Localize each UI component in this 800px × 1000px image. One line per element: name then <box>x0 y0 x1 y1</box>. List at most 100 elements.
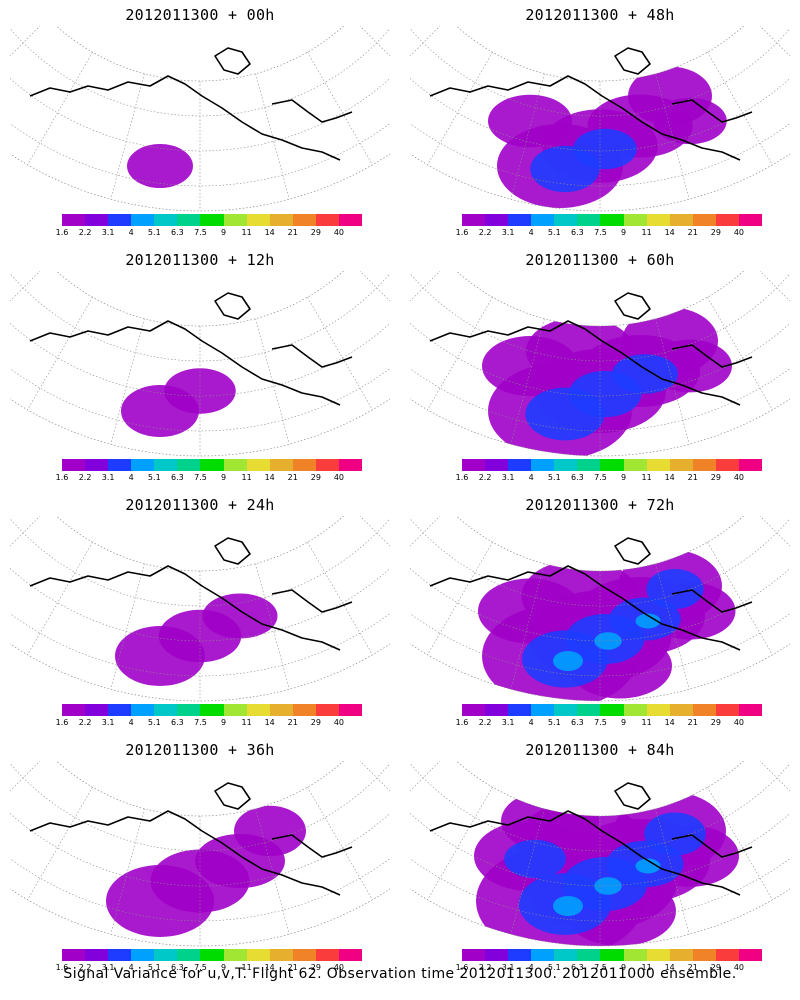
coastline-east <box>671 589 753 613</box>
colorbar-tick-label: 3.1 <box>501 228 515 237</box>
colorbar-segment <box>554 704 578 716</box>
longitude-line <box>27 52 93 165</box>
longitude-line <box>359 516 390 547</box>
variance-field <box>482 307 732 457</box>
longitude-line <box>307 297 373 410</box>
coastline-greenland <box>614 537 651 565</box>
colorbar-tick-label: 29 <box>710 473 721 482</box>
colorbar-segment <box>223 459 247 471</box>
colorbar-tick-label: 29 <box>310 718 321 727</box>
colorbar-segment <box>646 704 670 716</box>
variance-region <box>646 568 704 610</box>
colorbar-segment <box>223 949 247 961</box>
graticule <box>10 26 390 211</box>
coastline-east <box>671 834 753 858</box>
variance-region <box>635 858 661 874</box>
colorbar-segment <box>246 214 270 226</box>
colorbar-tick-label: 1.6 <box>455 963 469 972</box>
colorbar-tick-label: 14 <box>264 963 275 972</box>
colorbar-segment <box>177 949 201 961</box>
colorbar-segment <box>531 704 555 716</box>
latitude-line <box>410 78 790 152</box>
colorbar-segment <box>315 214 339 226</box>
colorbar-segment <box>554 949 578 961</box>
colorbar-tick-label: 1.6 <box>455 228 469 237</box>
colorbar-segment <box>177 459 201 471</box>
colorbar-tick-label: 6.3 <box>571 473 584 482</box>
colorbar-tick-label: 9 <box>620 718 627 727</box>
colorbar-segment <box>692 459 716 471</box>
variance-region <box>644 812 706 856</box>
colorbar-tick-label: 4 <box>528 473 534 482</box>
colorbar-tick-label: 2.2 <box>478 963 492 972</box>
colorbar-tick-label: 4 <box>528 228 534 237</box>
colorbar-segment <box>600 704 624 716</box>
colorbar-segment <box>669 949 693 961</box>
colorbar-segment <box>131 949 155 961</box>
longitude-line <box>410 271 441 302</box>
longitude-line <box>10 26 41 57</box>
coastline <box>29 292 353 406</box>
domain-boundary <box>10 516 390 702</box>
colorbar-segment <box>315 459 339 471</box>
colorbar-segment <box>485 214 509 226</box>
longitude-line <box>759 271 790 302</box>
colorbar-tick-label: 4 <box>128 963 134 972</box>
colorbar-tick-label: 5.1 <box>147 963 161 972</box>
colorbar-tick-label: 14 <box>664 718 675 727</box>
colorbar-segment <box>531 459 555 471</box>
coastline <box>429 47 753 161</box>
colorbar-tick-label: 21 <box>687 473 698 482</box>
colorbar-segment <box>600 459 624 471</box>
colorbar-segment <box>154 949 178 961</box>
longitude-line <box>359 271 390 302</box>
colorbar-segment <box>62 704 86 716</box>
colorbar-tick-label: 7.5 <box>594 963 607 972</box>
variance-field <box>115 593 278 686</box>
colorbar-tick-label: 3.1 <box>101 963 115 972</box>
colorbar-tick-label: 1.6 <box>55 718 69 727</box>
longitude-line <box>427 787 493 900</box>
colorbar-segment <box>692 949 716 961</box>
colorbar <box>62 214 363 226</box>
coastline-main <box>429 810 741 896</box>
colorbar-segment <box>269 214 293 226</box>
colorbar-tick-label: 4 <box>128 473 134 482</box>
colorbar-segment <box>315 704 339 716</box>
colorbar-tick-label: 5.1 <box>147 473 161 482</box>
colorbar-segment <box>85 459 109 471</box>
map-panel: 2012011300 + 36h 1.6 2.2 3.1 4 5.1 6.3 7.5 9 11 14… <box>10 735 390 975</box>
colorbar-tick-label: 3.1 <box>101 473 115 482</box>
coastline-greenland <box>214 782 251 810</box>
colorbar-segment <box>738 459 763 471</box>
colorbar-segment <box>669 704 693 716</box>
colorbar-tick-label: 40 <box>333 473 345 482</box>
colorbar-segment <box>646 949 670 961</box>
colorbar-tick-label: 5.1 <box>147 718 161 727</box>
map-plot <box>10 26 390 212</box>
latitude-line <box>410 323 790 397</box>
coastline-greenland <box>614 292 651 320</box>
colorbar-tick-label: 9 <box>620 228 627 237</box>
colorbar-tick-label: 5.1 <box>547 718 561 727</box>
variance-region <box>202 593 278 639</box>
panel-title: 2012011300 + 24h <box>125 496 275 514</box>
longitude-line <box>427 52 493 165</box>
variance-field <box>474 790 739 947</box>
colorbar-tick-label: 1.6 <box>55 473 69 482</box>
colorbar-segment <box>108 704 132 716</box>
domain-boundary <box>10 271 390 457</box>
colorbar-segment <box>485 949 509 961</box>
graticule <box>10 271 390 456</box>
colorbar-segment <box>292 949 316 961</box>
colorbar-tick-label: 14 <box>264 718 275 727</box>
colorbar-tick-label: 4 <box>528 718 534 727</box>
colorbar-tick-label: 7.5 <box>194 228 207 237</box>
colorbar-tick-label: 29 <box>310 228 321 237</box>
colorbar-segment <box>338 704 363 716</box>
panel-title: 2012011300 + 00h <box>125 6 275 24</box>
latitude-line <box>10 123 390 187</box>
colorbar-tick-label: 7.5 <box>194 473 207 482</box>
colorbar-segment <box>462 704 486 716</box>
colorbar-tick-label: 5.1 <box>547 473 561 482</box>
